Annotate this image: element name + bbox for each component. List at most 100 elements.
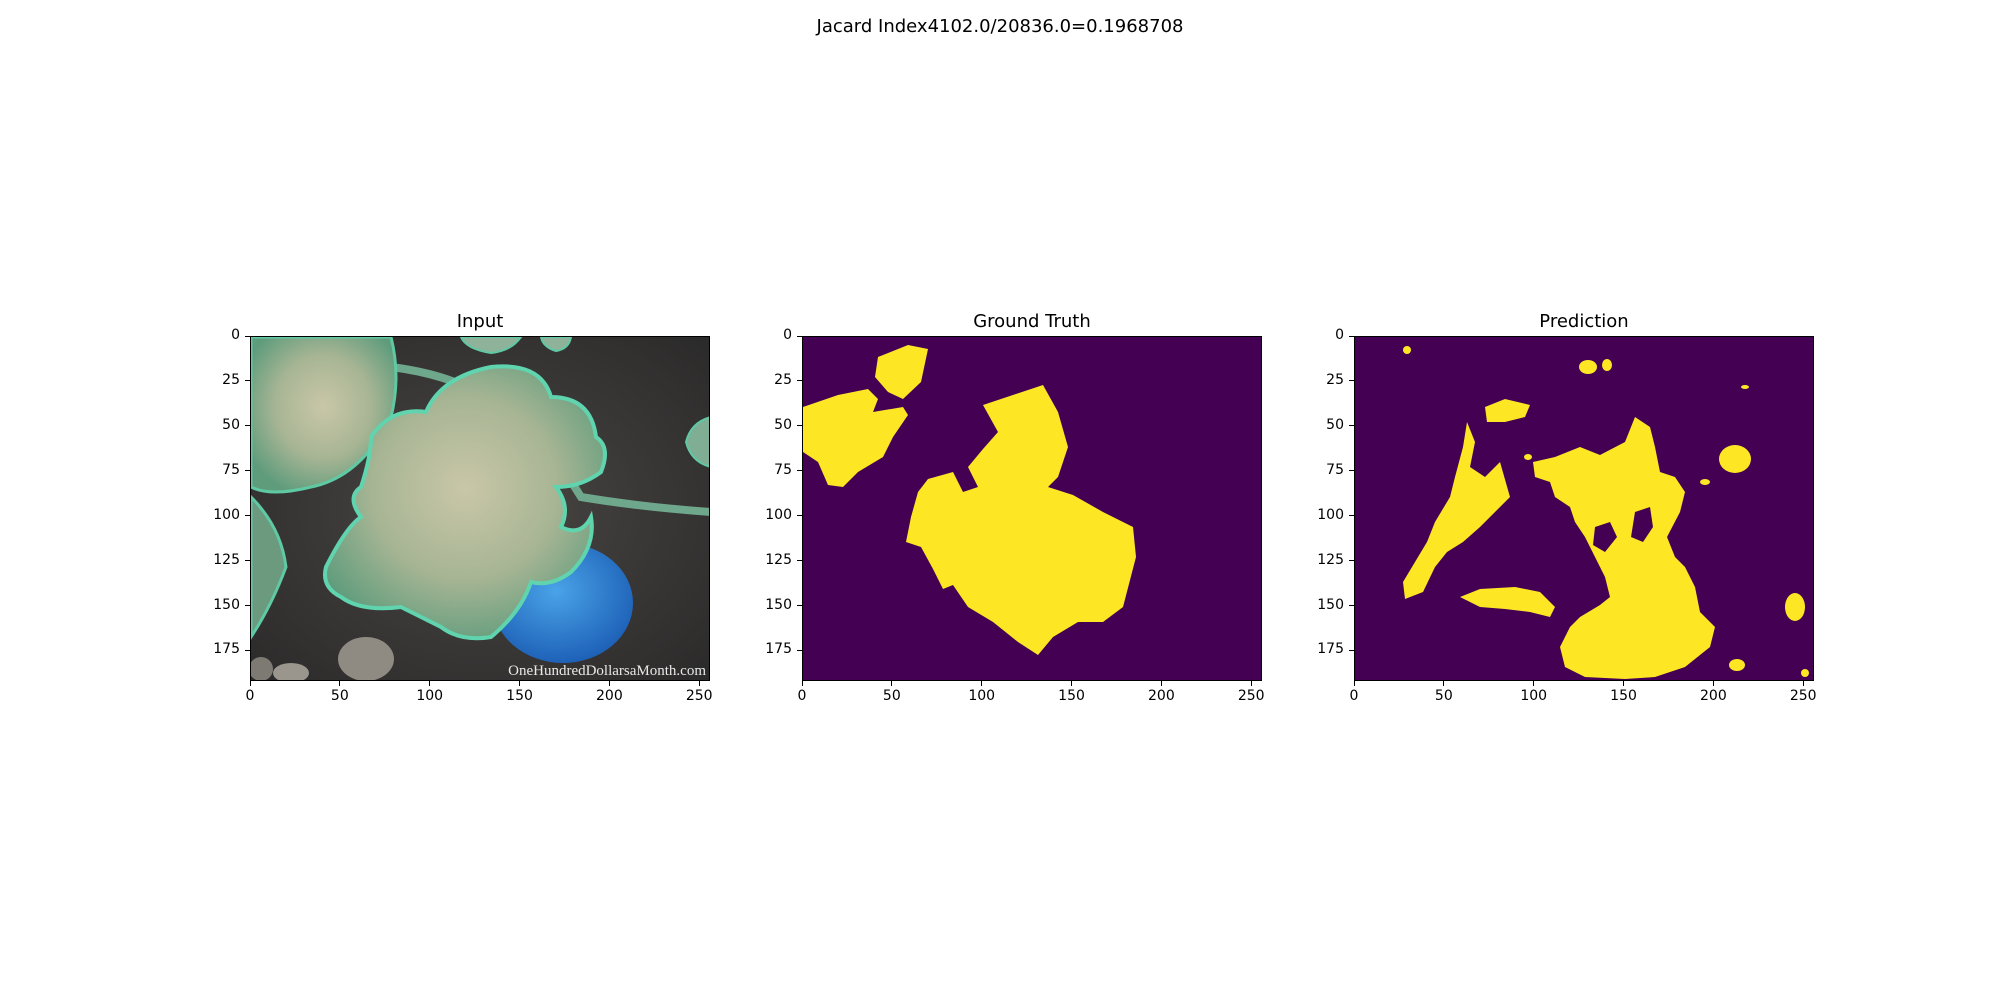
y-tick-mark [797, 560, 802, 562]
y-tick-mark [1349, 380, 1354, 382]
x-tick-mark [1250, 681, 1252, 686]
y-tick-mark [1349, 649, 1354, 651]
figure-suptitle: Jacard Index4102.0/20836.0=0.1968708 [816, 16, 1184, 37]
y-tick-label: 100 [213, 506, 240, 523]
y-tick-label: 75 [1326, 461, 1344, 478]
x-tick-mark [1443, 681, 1445, 686]
x-tick-mark [249, 681, 251, 686]
x-tick-label: 200 [1700, 688, 1727, 704]
x-tick-label: 50 [330, 688, 349, 704]
y-tick-mark [245, 649, 250, 651]
x-tick-mark [981, 681, 983, 686]
y-tick-label: 150 [1317, 596, 1344, 613]
y-tick-label: 50 [1326, 416, 1344, 433]
pred-blob [1403, 346, 1411, 354]
ground-truth-mask [803, 337, 1261, 680]
x-tick-mark [801, 681, 803, 686]
x-tick-mark [1160, 681, 1162, 686]
x-tick-mark [698, 681, 700, 686]
y-tick-mark [1349, 560, 1354, 562]
x-tick-mark [1623, 681, 1625, 686]
y-tick-mark [245, 605, 250, 607]
x-tick-mark [608, 681, 610, 686]
y-tick-label: 125 [213, 551, 240, 568]
pred-blob-right [1719, 445, 1751, 473]
pred-blob-right [1785, 593, 1805, 621]
watermark-text: OneHundredDollarsaMonth.com [508, 663, 706, 679]
pred-region-left [1403, 422, 1510, 599]
pred-blob [1494, 593, 1506, 601]
y-tick-label: 150 [765, 596, 792, 613]
x-tick-label: 250 [685, 688, 713, 704]
prediction-axes [1354, 336, 1814, 681]
gt-region-main [906, 385, 1136, 655]
input-image: OneHundredDollarsaMonth.com [251, 337, 709, 680]
y-tick-mark [797, 380, 802, 382]
gt-region-top [875, 345, 928, 399]
pred-blob [1602, 359, 1612, 371]
y-tick-label: 25 [222, 371, 240, 388]
panel-title-input: Input [456, 311, 504, 332]
ground-truth-axes [802, 336, 1262, 681]
y-tick-mark [245, 470, 250, 472]
x-tick-mark [1802, 681, 1804, 686]
y-tick-mark [797, 605, 802, 607]
pred-blob [1579, 360, 1597, 374]
pred-region-bottom-left [1460, 587, 1555, 617]
x-tick-label: 200 [1148, 688, 1175, 704]
panel-title-ground-truth: Ground Truth [973, 311, 1091, 332]
y-tick-label: 150 [213, 596, 240, 613]
x-tick-label: 150 [506, 688, 533, 704]
x-tick-label: 100 [1520, 688, 1548, 704]
x-tick-mark [1533, 681, 1535, 686]
y-tick-label: 100 [1317, 506, 1344, 523]
panel-title-prediction: Prediction [1539, 311, 1629, 332]
y-tick-label: 75 [222, 461, 240, 478]
y-tick-mark [797, 649, 802, 651]
x-tick-label: 100 [968, 688, 996, 704]
pred-blob [1700, 479, 1710, 485]
y-tick-mark [245, 425, 250, 427]
y-tick-mark [245, 335, 250, 337]
y-tick-mark [245, 560, 250, 562]
gt-region-left [803, 389, 908, 487]
y-tick-mark [1349, 515, 1354, 517]
prediction-mask [1355, 337, 1813, 680]
pred-blob [1741, 385, 1749, 389]
pred-blob [1524, 454, 1532, 460]
x-tick-label: 200 [596, 688, 623, 704]
y-tick-mark [1349, 335, 1354, 337]
y-tick-label: 50 [222, 416, 240, 433]
y-tick-mark [1349, 425, 1354, 427]
x-tick-label: 150 [1610, 688, 1637, 704]
x-tick-label: 0 [245, 688, 255, 704]
y-tick-mark [245, 515, 250, 517]
y-tick-label: 25 [774, 371, 792, 388]
x-tick-label: 150 [1058, 688, 1085, 704]
y-tick-mark [1349, 605, 1354, 607]
x-tick-mark [1712, 681, 1714, 686]
pred-region-main [1533, 417, 1715, 679]
y-tick-label: 175 [1317, 641, 1344, 658]
x-tick-mark [519, 681, 521, 686]
y-tick-label: 125 [1317, 551, 1344, 568]
y-tick-label: 125 [765, 551, 792, 568]
y-tick-label: 0 [783, 327, 792, 343]
x-tick-label: 100 [416, 688, 444, 704]
y-tick-mark [797, 515, 802, 517]
x-tick-mark [891, 681, 893, 686]
y-tick-label: 25 [1326, 371, 1344, 388]
y-tick-label: 100 [765, 506, 792, 523]
pred-region-top [1485, 399, 1530, 422]
x-tick-mark [339, 681, 341, 686]
pred-blob [1729, 659, 1745, 671]
y-tick-label: 0 [231, 327, 240, 343]
x-tick-label: 250 [1237, 688, 1265, 704]
y-tick-mark [245, 380, 250, 382]
input-image-axes: OneHundredDollarsaMonth.com [250, 336, 710, 681]
x-tick-mark [429, 681, 431, 686]
x-tick-label: 0 [797, 688, 807, 704]
x-tick-label: 50 [882, 688, 901, 704]
x-tick-mark [1353, 681, 1355, 686]
x-tick-mark [1071, 681, 1073, 686]
